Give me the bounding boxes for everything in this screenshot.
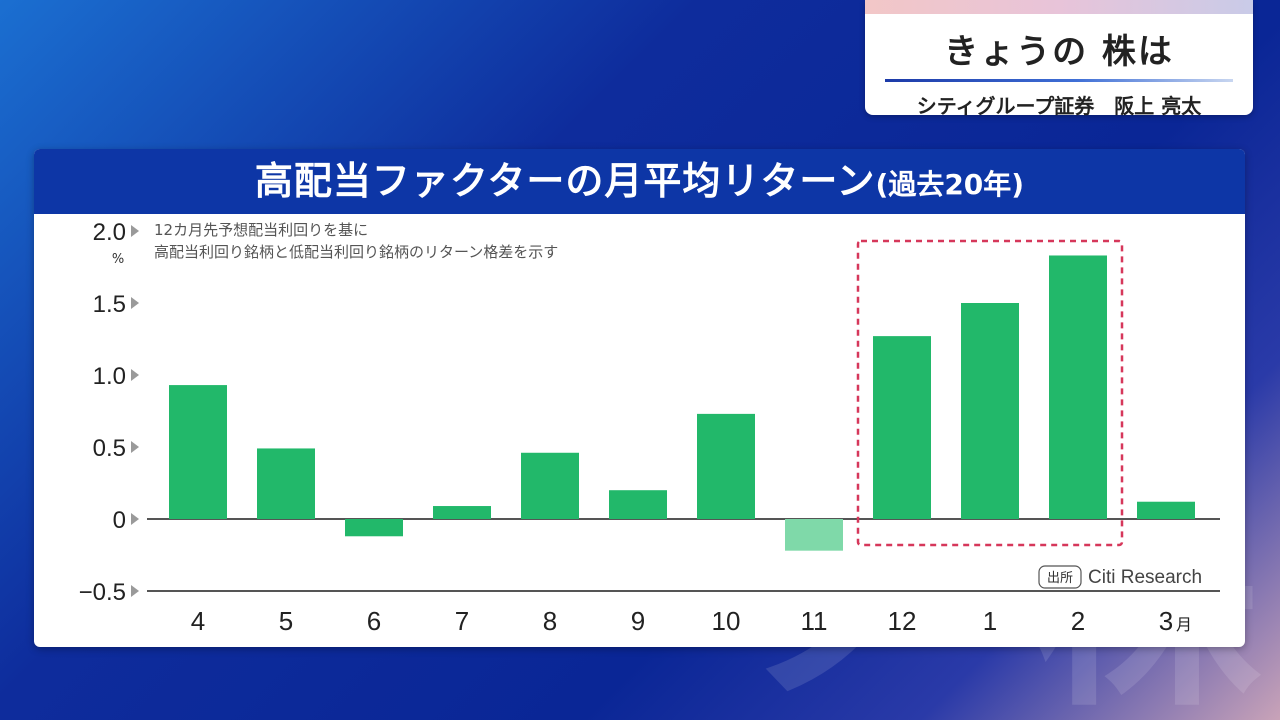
program-badge: きょうの 株は シティグループ証券 阪上 亮太 <box>865 0 1253 118</box>
bar-8 <box>521 452 579 519</box>
source-label: 出所 <box>1047 571 1073 586</box>
chart-header: 高配当ファクターの月平均リターン(過去20年) <box>34 149 1245 216</box>
y-tick-arrow <box>131 369 139 381</box>
bar-6 <box>345 519 403 537</box>
x-tick-label: 9 <box>631 606 645 636</box>
chart-title: 高配当ファクターの月平均リターン <box>254 159 876 203</box>
x-tick-label: 8 <box>543 606 557 636</box>
chart-note-line-2: 高配当利回り銘柄と低配当利回り銘柄のリターン格差を示す <box>154 243 558 261</box>
y-tick-arrow <box>131 585 139 597</box>
y-tick-arrow <box>131 513 139 525</box>
bar-12 <box>873 336 931 519</box>
bar-3 <box>1137 501 1195 519</box>
badge-subtitle: シティグループ証券 阪上 亮太 <box>916 94 1202 118</box>
x-tick-label: 6 <box>367 606 381 636</box>
bar-10 <box>697 413 755 519</box>
x-tick-label: 2 <box>1071 606 1085 636</box>
bar-5 <box>257 448 315 519</box>
y-tick-label: 1.0 <box>93 363 126 390</box>
y-tick-label: 0 <box>113 507 126 534</box>
x-tick-label: 11 <box>801 606 828 636</box>
bar-11 <box>785 519 843 551</box>
y-tick-arrow <box>131 225 139 237</box>
y-tick-arrow <box>131 441 139 453</box>
x-tick-label: 10 <box>712 606 741 636</box>
badge-top-strip <box>865 0 1253 14</box>
x-tick-label: 12 <box>888 606 917 636</box>
x-tick-label: 3 <box>1159 606 1173 636</box>
source-text: Citi Research <box>1088 567 1202 588</box>
y-tick-label: 0.5 <box>93 435 126 462</box>
y-tick-label: −0.5 <box>79 579 126 606</box>
bar-9 <box>609 490 667 519</box>
bar-2 <box>1049 255 1107 519</box>
y-tick-label: 1.5 <box>93 291 126 318</box>
source-label-box <box>1038 565 1082 589</box>
bar-4 <box>169 385 227 519</box>
chart-title-suffix: (過去20年) <box>875 168 1025 201</box>
bar-7 <box>433 506 491 519</box>
x-tick-label: 4 <box>191 606 205 636</box>
bar-chart: 2.01.51.00.50−0.5%4 5 6 7 8 9 10 11 12 1 2 3 月12カ月先予… <box>79 219 1220 636</box>
y-tick-arrow <box>131 297 139 309</box>
highlight-box <box>856 239 1124 547</box>
y-axis-unit: % <box>112 252 124 267</box>
chart-note-line-1: 12カ月先予想配当利回りを基に <box>154 221 368 239</box>
x-tick-label: 5 <box>279 606 293 636</box>
badge-title: きょうの 株は <box>944 32 1174 72</box>
chart-panel: 2.0 1.5 1.0 0.5 0 −0.5% 4 5 6 7 8 9 10 11 12 1 2 3 月 12カ月先予… <box>34 149 1245 647</box>
x-tick-label: 1 <box>983 606 997 636</box>
badge-divider <box>885 79 1233 82</box>
bar-1 <box>961 303 1019 519</box>
x-axis-unit: 月 <box>1176 615 1192 634</box>
x-tick-label: 7 <box>455 606 469 636</box>
y-tick-label: 2.0 <box>93 219 126 246</box>
